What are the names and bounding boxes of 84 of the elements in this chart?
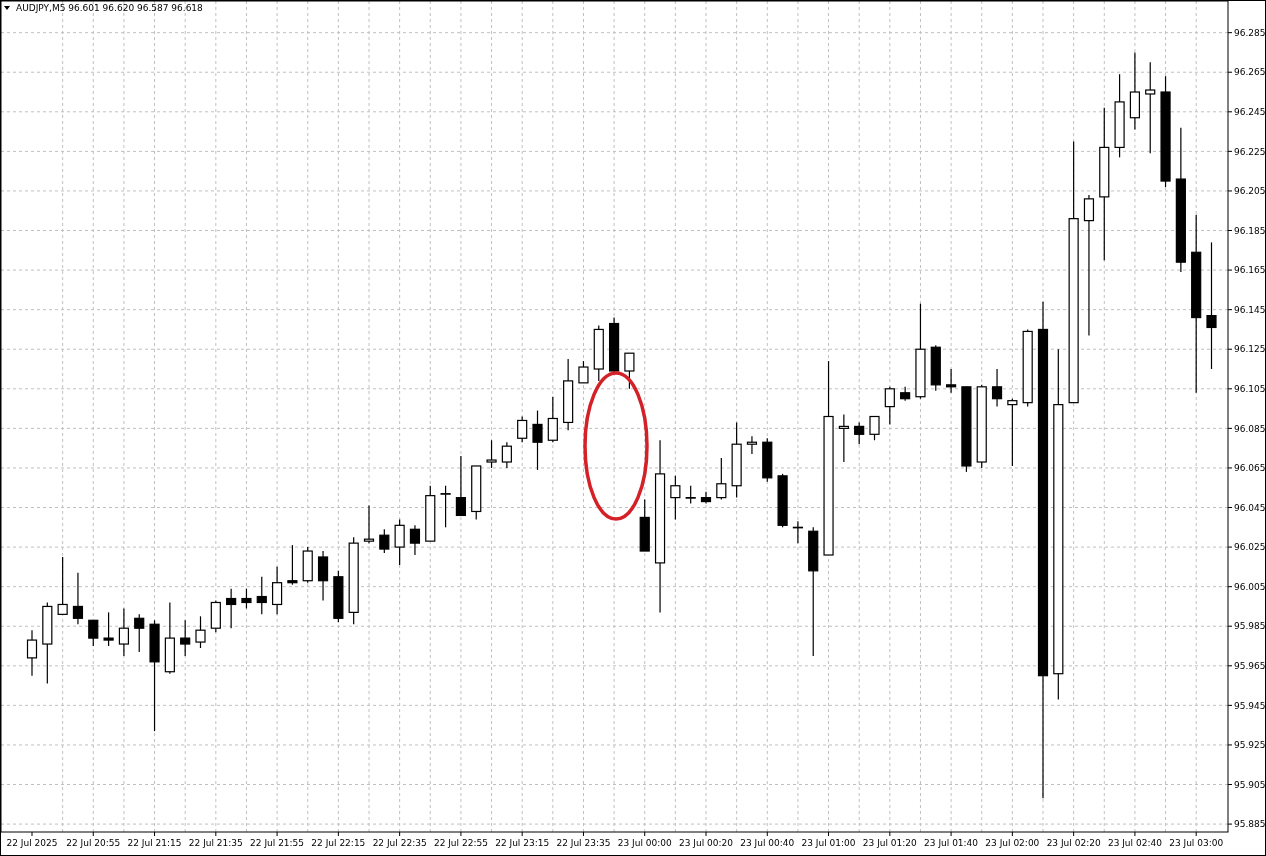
candlestick: [26, 629, 38, 677]
x-tick-label: 22 Jul 22:55: [433, 838, 488, 848]
x-tick-label: 22 Jul 23:35: [556, 838, 611, 848]
x-tick-label: 23 Jul 01:20: [862, 838, 918, 848]
candlestick: [869, 415, 880, 441]
candlestick: [226, 588, 237, 629]
candlestick: [88, 619, 99, 647]
candlestick: [287, 544, 298, 586]
x-tick-label: 22 Jul 22:15: [311, 838, 366, 848]
candlestick: [517, 415, 528, 443]
y-tick-label: 96.265: [1234, 67, 1266, 78]
candlestick: [838, 413, 849, 463]
x-tick-label: 23 Jul 00:20: [679, 838, 734, 848]
candlestick: [271, 566, 283, 615]
y-tick-label: 96.065: [1234, 463, 1266, 474]
candlestick: [363, 504, 375, 544]
candlestick: [854, 421, 865, 445]
candlestick: [118, 607, 130, 657]
y-tick-label: 96.125: [1234, 344, 1266, 355]
candlestick: [532, 409, 543, 471]
y-tick-label: 95.985: [1234, 621, 1266, 632]
candlestick: [700, 491, 712, 505]
candlestick: [440, 485, 451, 528]
candlestick: [72, 572, 84, 625]
y-tick-label: 96.085: [1234, 423, 1266, 434]
y-tick-label: 96.205: [1234, 186, 1266, 197]
candlestick: [1145, 61, 1156, 154]
y-tick-label: 95.905: [1234, 779, 1266, 790]
candlestick: [624, 352, 635, 390]
x-tick-label: 22 Jul 2025: [6, 838, 58, 848]
x-tick-label: 23 Jul 00:00: [617, 838, 672, 848]
y-tick-label: 96.145: [1234, 304, 1266, 315]
y-tick-label: 96.245: [1234, 106, 1266, 117]
candlestick: [394, 518, 405, 566]
x-tick-label: 22 Jul 23:15: [495, 838, 550, 848]
x-tick-label: 23 Jul 01:40: [924, 838, 979, 848]
candlestick: [195, 615, 206, 649]
chart-title: AUDJPY,M5 96.601 96.620 96.587 96.618: [16, 3, 204, 13]
candlestick: [134, 613, 145, 653]
y-tick-label: 96.185: [1234, 225, 1266, 236]
x-tick-label: 22 Jul 22:35: [372, 838, 427, 848]
candlestick: [884, 386, 895, 426]
x-tick-label: 22 Jul 20:55: [66, 838, 121, 848]
candlestick: [57, 556, 68, 615]
candlestick: [1083, 194, 1095, 336]
candlestick: [103, 611, 114, 647]
candlestick: [455, 455, 467, 517]
candlestick: [241, 588, 252, 610]
x-tick-label: 22 Jul 21:55: [250, 838, 305, 848]
candlestick: [670, 475, 681, 520]
y-tick-label: 96.285: [1234, 27, 1266, 38]
candlestick: [180, 619, 191, 657]
candlestick: [578, 360, 589, 384]
x-tick-label: 23 Jul 01:00: [801, 838, 856, 848]
y-tick-label: 95.965: [1234, 660, 1266, 671]
y-tick-label: 96.025: [1234, 542, 1266, 553]
candlestick: [501, 441, 512, 469]
candlestick: [746, 435, 758, 455]
x-tick-label: 23 Jul 00:40: [740, 838, 795, 848]
candlestick: [716, 457, 727, 501]
y-tick-label: 96.105: [1234, 383, 1266, 394]
y-tick-label: 95.945: [1234, 700, 1266, 711]
y-tick-label: 95.925: [1234, 740, 1266, 751]
candlestick: [547, 396, 558, 443]
x-tick-label: 23 Jul 02:40: [1107, 838, 1163, 848]
y-tick-label: 96.045: [1234, 502, 1266, 513]
y-tick-label: 96.225: [1234, 146, 1266, 157]
candlestick: [945, 368, 957, 394]
candlestick: [1206, 241, 1217, 370]
candlestick: [1007, 398, 1018, 467]
y-tick-label: 96.165: [1234, 265, 1266, 276]
x-tick-label: 22 Jul 21:35: [188, 838, 243, 848]
candlestick: [486, 439, 497, 469]
candlestick: [317, 550, 329, 602]
x-tick-label: 23 Jul 02:20: [1046, 838, 1101, 848]
y-tick-label: 95.885: [1234, 819, 1266, 830]
x-tick-label: 22 Jul 21:15: [127, 838, 182, 848]
candlestick: [991, 368, 1003, 408]
x-tick-label: 23 Jul 02:00: [985, 838, 1040, 848]
candlestick: [256, 576, 267, 615]
candlestick: [379, 528, 390, 554]
y-tick-label: 96.005: [1234, 581, 1266, 592]
x-tick-label: 23 Jul 03:00: [1169, 838, 1224, 848]
candlestick: [409, 524, 421, 556]
